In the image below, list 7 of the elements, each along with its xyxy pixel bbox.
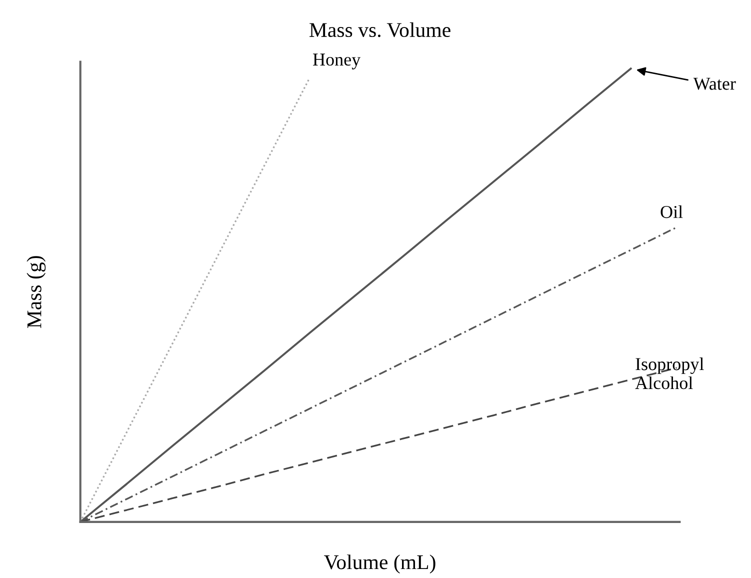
x-axis-title: Volume (mL) — [324, 554, 436, 574]
series-label: Isopropyl Alcohol — [635, 358, 704, 390]
y-axis-title: Mass (g) — [26, 256, 46, 328]
series-label: Honey — [313, 54, 361, 70]
series-label: Oil — [660, 205, 683, 218]
text: Water — [693, 78, 736, 90]
chart-title: Mass vs. Volume — [310, 22, 450, 38]
